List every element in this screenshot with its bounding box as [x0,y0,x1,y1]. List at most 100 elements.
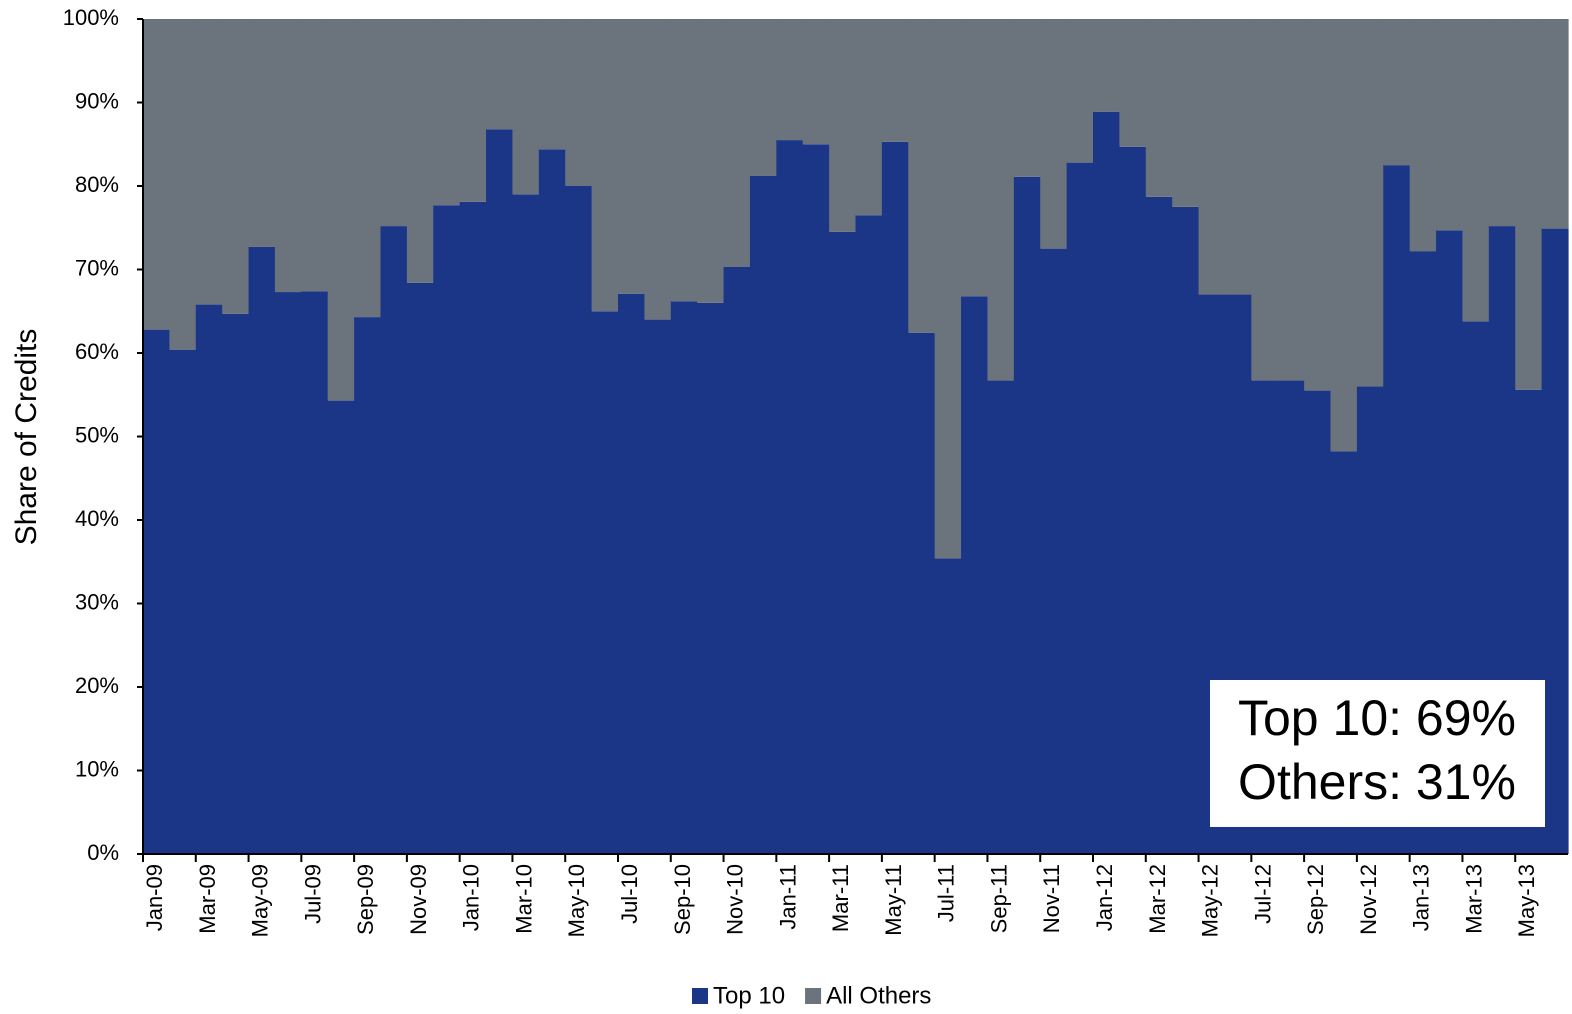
legend-swatch [805,988,822,1004]
x-tick-label: Jul-11 [934,864,959,922]
bar-segment [406,282,434,854]
x-tick-label: May-10 [564,864,589,937]
y-axis-label: Share of Credits [10,329,43,546]
bar-segment [512,19,540,195]
bar-segment [327,19,355,401]
bar-segment [565,186,593,854]
bar-segment [1409,19,1437,252]
bar-segment [195,304,223,854]
bar-segment [1277,19,1305,381]
bar-segment [1541,19,1569,229]
bar-segment [644,319,672,855]
bar-segment [829,231,857,855]
bar-segment [1356,19,1384,387]
bar-segment [723,19,751,267]
y-tick-label: 30% [75,589,119,614]
x-tick-label: Mar-10 [511,864,536,934]
x-tick-label: Nov-09 [406,864,431,935]
x-tick-label: Mar-13 [1461,864,1486,934]
bar-segment [1541,228,1569,854]
bar-segment [670,19,698,302]
legend-label: Top 10 [713,982,785,1009]
x-tick-label: Sep-11 [986,864,1011,933]
x-tick-label: Mar-11 [828,864,853,932]
y-tick-label: 70% [75,255,119,280]
y-tick-label: 80% [75,172,119,197]
bar-segment [829,19,857,232]
x-tick-label: Nov-11 [1039,864,1064,933]
bar-segment [459,201,487,855]
bar-segment [1145,19,1173,197]
bar-segment [644,19,672,320]
bar-segment [855,19,883,216]
bar-segment [881,19,909,142]
bar-segment [354,19,382,318]
bar-segment [222,19,250,314]
x-tick-label: May-12 [1198,864,1223,937]
bar-segment [380,226,408,854]
y-tick-label: 10% [75,756,119,781]
bar-segment [1145,196,1173,855]
bar-segment [1013,176,1041,854]
y-tick-label: 90% [75,88,119,113]
bar-segment [670,301,698,855]
bar-segment [1119,146,1147,854]
bar-segment [459,19,487,202]
annotation: Top 10: 69% [1238,690,1516,746]
x-tick-label: Jan-13 [1409,864,1434,931]
bar-segment [354,317,382,855]
x-tick-label: Jan-11 [775,864,800,930]
bar-segment [301,19,329,292]
bar-segment [1066,162,1094,854]
bar-segment [881,141,909,854]
bar-segment [380,19,408,227]
bar-segment [433,19,461,206]
bar-segment [1066,19,1094,163]
x-tick-label: Jan-12 [1092,864,1117,931]
y-tick-label: 100% [63,5,119,30]
bar-segment [776,140,804,854]
bar-segment [327,400,355,854]
annotation-box [1210,680,1545,827]
bar-segment [961,296,989,855]
bar-segment [855,215,883,855]
bar-segment [222,313,250,854]
x-tick-label: Sep-09 [353,864,378,935]
bar-segment [143,329,170,854]
x-tick-label: Sep-10 [670,864,695,935]
bar-segment [749,175,777,855]
x-tick-label: May-11 [881,864,906,936]
bar-segment [934,558,962,854]
x-tick-label: May-09 [248,864,273,937]
bar-segment [1304,19,1332,391]
bar-segment [565,19,593,186]
y-tick-label: 60% [75,339,119,364]
x-tick-label: May-13 [1514,864,1539,937]
x-tick-label: Nov-10 [723,864,748,935]
bar-segment [1383,19,1411,166]
bar-segment [591,19,619,312]
legend-label: All Others [826,982,931,1009]
bar-segment [1330,19,1358,452]
bar-segment [301,291,329,855]
bar-segment [538,19,566,150]
bar-segment [1093,111,1120,854]
bar-segment [486,129,514,855]
y-tick-label: 20% [75,673,119,698]
bar-segment [723,266,751,854]
annotation: Others: 31% [1238,754,1516,810]
bar-segment [934,19,962,559]
bar-segment [802,144,830,854]
bar-segment [1040,248,1068,854]
bar-segment [274,292,302,854]
x-tick-label: Mar-12 [1145,864,1170,934]
bar-segment [433,205,461,854]
bar-segment [274,19,302,293]
bar-segment [987,380,1015,854]
x-tick-label: Nov-12 [1356,864,1381,935]
x-tick-label: Sep-12 [1303,864,1328,935]
x-tick-label: Jul-10 [617,864,642,924]
bar-segment [248,246,276,854]
y-tick-label: 40% [75,506,119,531]
